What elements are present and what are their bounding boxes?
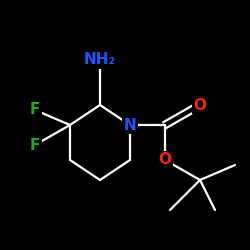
- Text: O: O: [158, 152, 172, 168]
- Text: N: N: [124, 118, 136, 132]
- Text: F: F: [30, 138, 40, 152]
- Text: O: O: [194, 98, 206, 112]
- Text: F: F: [30, 102, 40, 118]
- Text: NH₂: NH₂: [84, 52, 116, 68]
